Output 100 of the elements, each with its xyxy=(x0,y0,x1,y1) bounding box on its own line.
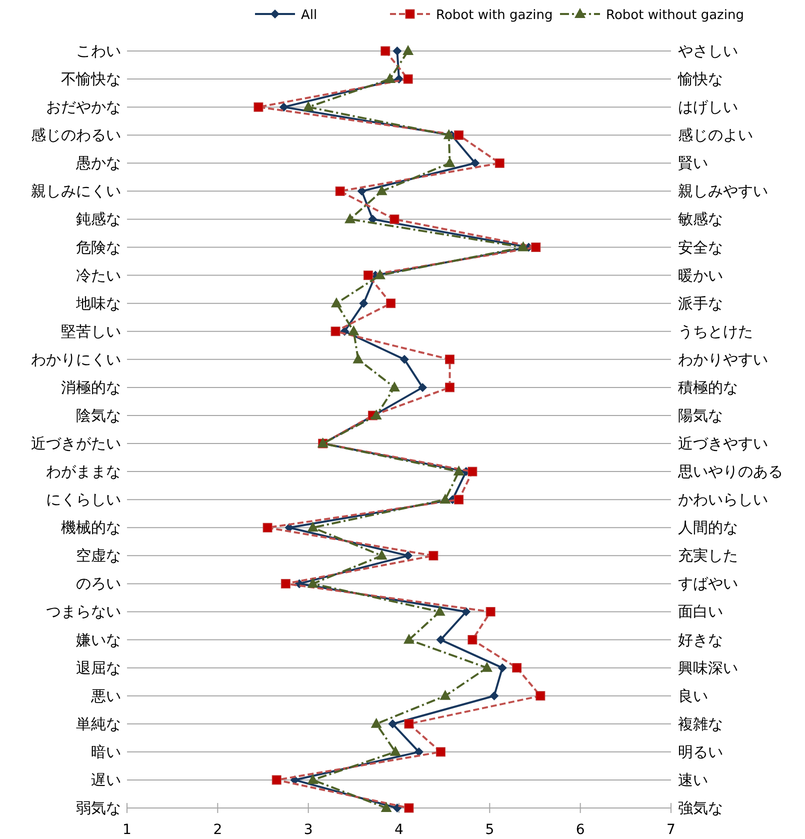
point xyxy=(400,354,409,364)
point xyxy=(272,775,282,785)
y2-tick-label: 暖かい xyxy=(678,266,723,284)
point xyxy=(307,578,318,588)
point xyxy=(262,522,272,532)
point xyxy=(404,551,413,560)
x-tick-label: 7 xyxy=(666,822,676,838)
point xyxy=(392,46,402,56)
point xyxy=(330,297,342,308)
point xyxy=(376,550,388,560)
point xyxy=(418,382,428,392)
y-tick-label: 感じのわるい xyxy=(31,126,121,144)
point xyxy=(280,578,290,588)
y-tick-label: のろい xyxy=(76,574,121,593)
point xyxy=(390,746,401,756)
point xyxy=(352,353,364,364)
y2-tick-label: 親しみやすい xyxy=(678,182,768,200)
point xyxy=(363,270,373,280)
y2-tick-label: 敏感な xyxy=(678,210,723,228)
point xyxy=(403,634,414,644)
point xyxy=(536,691,546,701)
y-tick-label: にくらしい xyxy=(46,490,121,509)
y2-tick-label: 明るい xyxy=(678,742,723,761)
point xyxy=(403,74,413,84)
y2-tick-label: 良い xyxy=(678,686,708,705)
point xyxy=(380,802,392,812)
point xyxy=(404,719,414,729)
point xyxy=(454,130,464,140)
point xyxy=(376,185,388,196)
x-tick-label: 4 xyxy=(394,822,404,838)
y-tick-label: 危険な xyxy=(76,238,121,256)
y-tick-label: 堅苦しい xyxy=(61,322,121,340)
y-tick-label: 退屈な xyxy=(76,658,121,677)
point xyxy=(370,718,382,728)
y2-tick-label: 人間的な xyxy=(678,518,738,537)
y2-tick-label: 近づきやすい xyxy=(678,434,768,453)
y2-tick-label: 興味深い xyxy=(678,658,738,677)
y-tick-label: 愚かな xyxy=(75,154,121,172)
legend-label: Robot with gazing xyxy=(436,8,553,23)
point xyxy=(453,466,464,476)
y2-tick-label: 思いやりのある xyxy=(677,462,783,481)
point xyxy=(380,46,390,56)
y2-tick-label: 賢い xyxy=(678,154,708,172)
point xyxy=(307,774,318,784)
point xyxy=(386,298,396,308)
y2-tick-label: 強気な xyxy=(678,799,723,817)
point xyxy=(359,298,368,308)
y-tick-label: 単純な xyxy=(76,714,121,733)
point xyxy=(436,747,446,757)
x-tick-label: 1 xyxy=(122,822,132,838)
point xyxy=(454,494,464,504)
y2-tick-label: 充実した xyxy=(678,546,738,565)
point xyxy=(518,241,529,252)
y2-tick-label: わかりやすい xyxy=(678,350,768,368)
x-tick-label: 5 xyxy=(485,822,494,838)
point xyxy=(335,186,345,196)
y2-tick-label: 派手な xyxy=(678,294,723,312)
y-tick-label: 空虚な xyxy=(76,546,121,565)
x-tick-label: 6 xyxy=(576,822,585,838)
y2-tick-label: 愉快な xyxy=(677,70,723,88)
point xyxy=(470,158,480,168)
y-tick-label: 地味な xyxy=(75,294,121,312)
y2-tick-label: 積極的な xyxy=(678,378,738,396)
y2-tick-label: うちとけた xyxy=(678,322,753,340)
point xyxy=(468,635,478,645)
y2-tick-label: 複雑な xyxy=(678,714,723,733)
y2-tick-label: 安全な xyxy=(678,238,723,256)
point xyxy=(348,325,360,336)
point xyxy=(307,522,318,532)
point xyxy=(302,101,314,112)
point xyxy=(440,690,451,700)
y2-tick-label: 速い xyxy=(678,770,708,789)
point xyxy=(512,663,522,673)
y-tick-label: 遅い xyxy=(91,770,121,789)
point xyxy=(481,662,492,672)
point xyxy=(443,129,454,140)
point xyxy=(445,354,455,364)
y-tick-label: 鈍感な xyxy=(76,210,121,228)
point xyxy=(254,102,264,112)
point xyxy=(494,158,504,168)
point xyxy=(402,45,414,55)
point xyxy=(462,607,471,616)
point xyxy=(444,157,456,168)
y2-tick-label: 面白い xyxy=(678,602,723,621)
point xyxy=(390,214,400,224)
point xyxy=(468,466,478,476)
y-tick-label: こわい xyxy=(76,42,121,60)
y-tick-label: わかりにくい xyxy=(31,350,121,368)
point xyxy=(388,719,398,728)
point xyxy=(330,326,340,336)
point xyxy=(374,269,386,280)
point xyxy=(440,494,451,504)
y-tick-label: わがままな xyxy=(46,462,121,481)
y-tick-label: 陰気な xyxy=(76,406,121,424)
y2-tick-label: 感じのよい xyxy=(678,126,753,144)
y-tick-label: 暗い xyxy=(91,742,121,761)
point xyxy=(388,381,400,392)
point xyxy=(414,747,424,756)
y-tick-label: 近づきがたい xyxy=(31,434,121,453)
y2-tick-label: 好きな xyxy=(678,630,723,649)
